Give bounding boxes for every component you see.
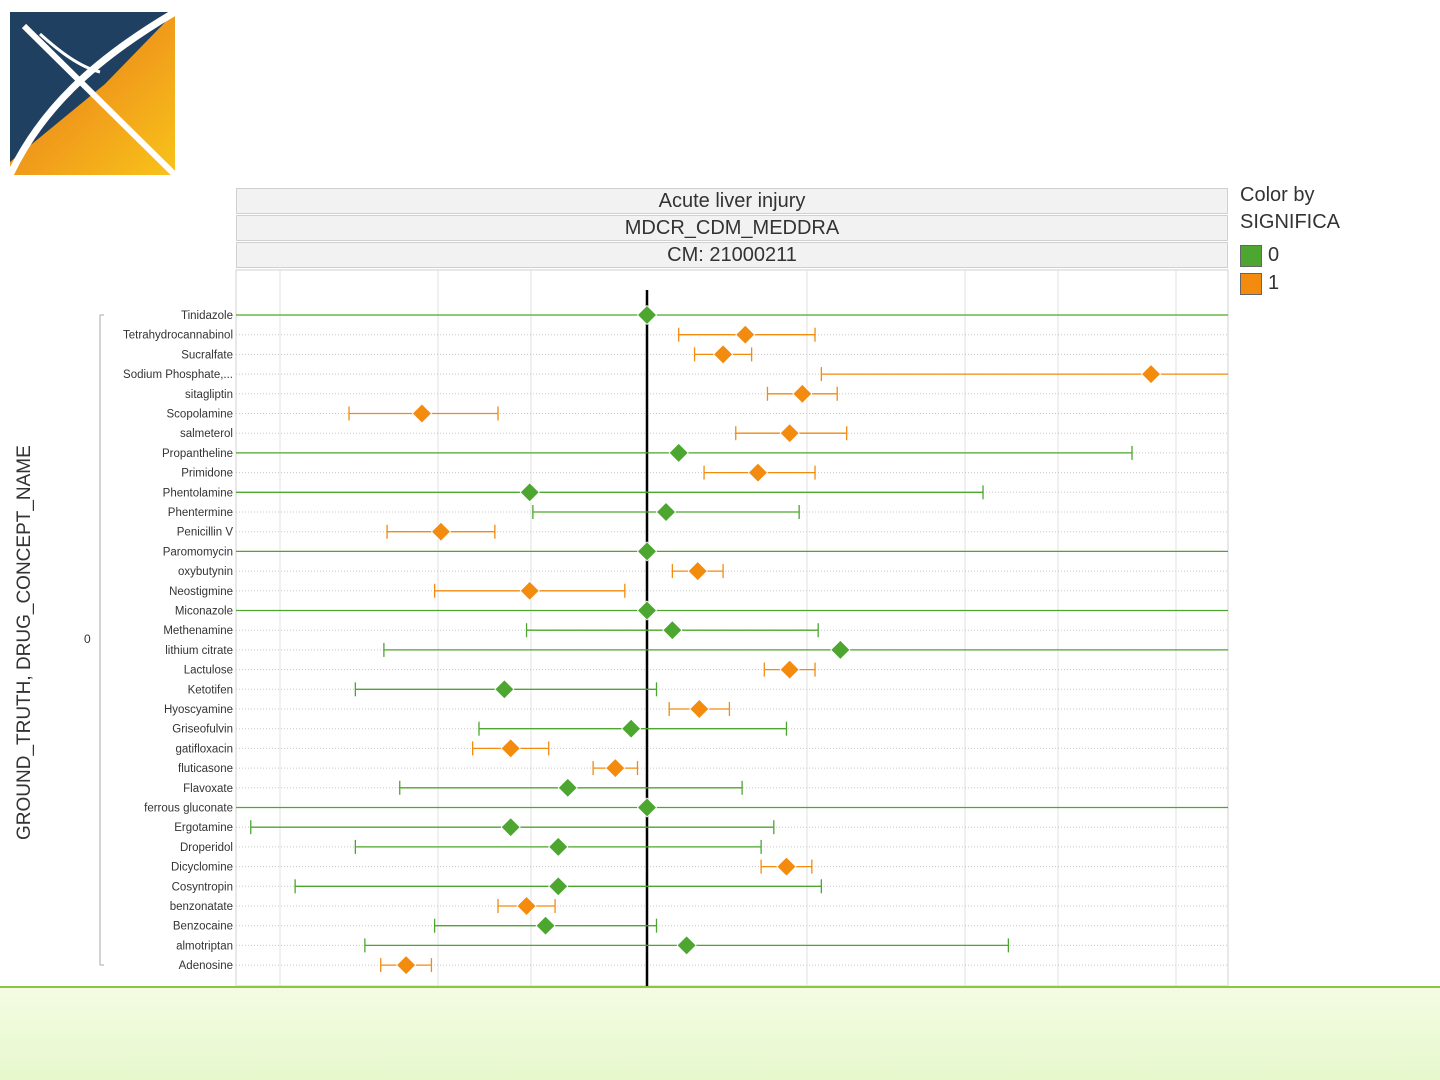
estimate-point xyxy=(636,304,658,326)
tick-label: gatifloxacin xyxy=(175,743,233,755)
estimate-point xyxy=(636,541,658,562)
estimate-point xyxy=(792,383,813,404)
tick-label: almotriptan xyxy=(176,940,233,952)
estimate-point xyxy=(396,955,417,976)
estimate-point xyxy=(605,758,626,779)
estimate-point xyxy=(747,462,769,483)
tick-label: Benzocaine xyxy=(173,921,233,933)
estimate-point xyxy=(494,679,515,700)
tick-label: Primidone xyxy=(181,468,233,480)
estimate-point xyxy=(411,403,432,424)
footer-band xyxy=(0,986,1440,1080)
tick-label: benzonatate xyxy=(170,901,233,913)
tick-label: Cosyntropin xyxy=(172,881,233,893)
estimate-point xyxy=(636,797,658,818)
tick-label: Scopolamine xyxy=(167,409,233,421)
estimate-point xyxy=(621,718,642,739)
estimate-point xyxy=(557,777,578,798)
chart-header-outcome: Acute liver injury xyxy=(236,188,1228,214)
estimate-point xyxy=(687,561,708,582)
legend-title-line2: SIGNIFICA xyxy=(1240,211,1341,233)
tick-label: oxybutynin xyxy=(178,566,233,578)
group-label: 0 xyxy=(84,632,91,646)
tick-label: Griseofulvin xyxy=(172,724,233,736)
plot-area xyxy=(235,269,1229,987)
tick-label: Tetrahydrocannabinol xyxy=(123,330,233,342)
tick-label: Propantheline xyxy=(162,448,233,460)
legend-label-1: 1 xyxy=(1268,272,1280,294)
legend-label-0: 0 xyxy=(1268,244,1280,266)
estimate-point xyxy=(779,423,800,444)
estimate-point xyxy=(500,817,521,838)
legend-swatch-1 xyxy=(1240,273,1262,295)
estimate-point xyxy=(636,600,658,621)
legend-title-line1: Color by xyxy=(1240,184,1315,206)
tick-label: sitagliptin xyxy=(185,389,233,401)
tick-label: Adenosine xyxy=(179,960,233,972)
estimate-point xyxy=(430,521,452,542)
estimate-point xyxy=(548,836,569,857)
tick-label: Phentermine xyxy=(168,507,233,519)
tick-label: Tinidazole xyxy=(181,310,233,322)
tick-label: fluticasone xyxy=(178,763,233,775)
tick-label: Paromomycin xyxy=(163,546,233,558)
chart-header-database: MDCR_CDM_MEDDRA xyxy=(236,215,1228,241)
estimate-point xyxy=(1140,364,1162,385)
estimate-point xyxy=(830,639,851,660)
tick-label: Penicillin V xyxy=(177,527,234,539)
estimate-point xyxy=(662,620,683,641)
estimate-point xyxy=(655,501,677,523)
tick-label: Miconazole xyxy=(175,606,233,618)
tick-label: Methenamine xyxy=(163,625,233,637)
estimate-point xyxy=(735,324,756,345)
tick-label: salmeterol xyxy=(180,428,233,440)
tick-label: Droperidol xyxy=(180,842,233,854)
tick-label: Ergotamine xyxy=(174,822,233,834)
estimate-point xyxy=(519,482,540,503)
tick-label: Lactulose xyxy=(184,665,233,677)
estimate-point xyxy=(516,895,537,917)
tick-label: Hyoscyamine xyxy=(164,704,233,716)
estimate-point xyxy=(776,856,797,877)
estimate-point xyxy=(713,344,734,365)
tick-label: Flavoxate xyxy=(183,783,233,795)
estimate-point xyxy=(676,935,697,956)
chart-header-method: CM: 21000211 xyxy=(236,242,1228,268)
tick-label: Sucralfate xyxy=(181,349,233,361)
legend-title: Color by SIGNIFICA xyxy=(1240,182,1340,236)
legend-swatch-0 xyxy=(1240,245,1262,267)
estimate-point xyxy=(668,442,689,463)
tick-label: Phentolamine xyxy=(163,487,233,499)
tick-label: ferrous gluconate xyxy=(144,803,233,815)
estimate-point xyxy=(500,738,521,759)
estimate-point xyxy=(779,659,800,680)
estimate-point xyxy=(535,915,556,936)
estimate-point xyxy=(689,698,710,720)
tick-label: Sodium Phosphate,... xyxy=(123,369,233,381)
tick-label: Neostigmine xyxy=(169,586,233,598)
estimate-point xyxy=(548,876,569,897)
logo xyxy=(10,12,175,175)
tick-label: Ketotifen xyxy=(188,684,233,696)
tick-label: Dicyclomine xyxy=(171,862,233,874)
tick-label: lithium citrate xyxy=(165,645,233,657)
estimate-point xyxy=(519,580,540,601)
